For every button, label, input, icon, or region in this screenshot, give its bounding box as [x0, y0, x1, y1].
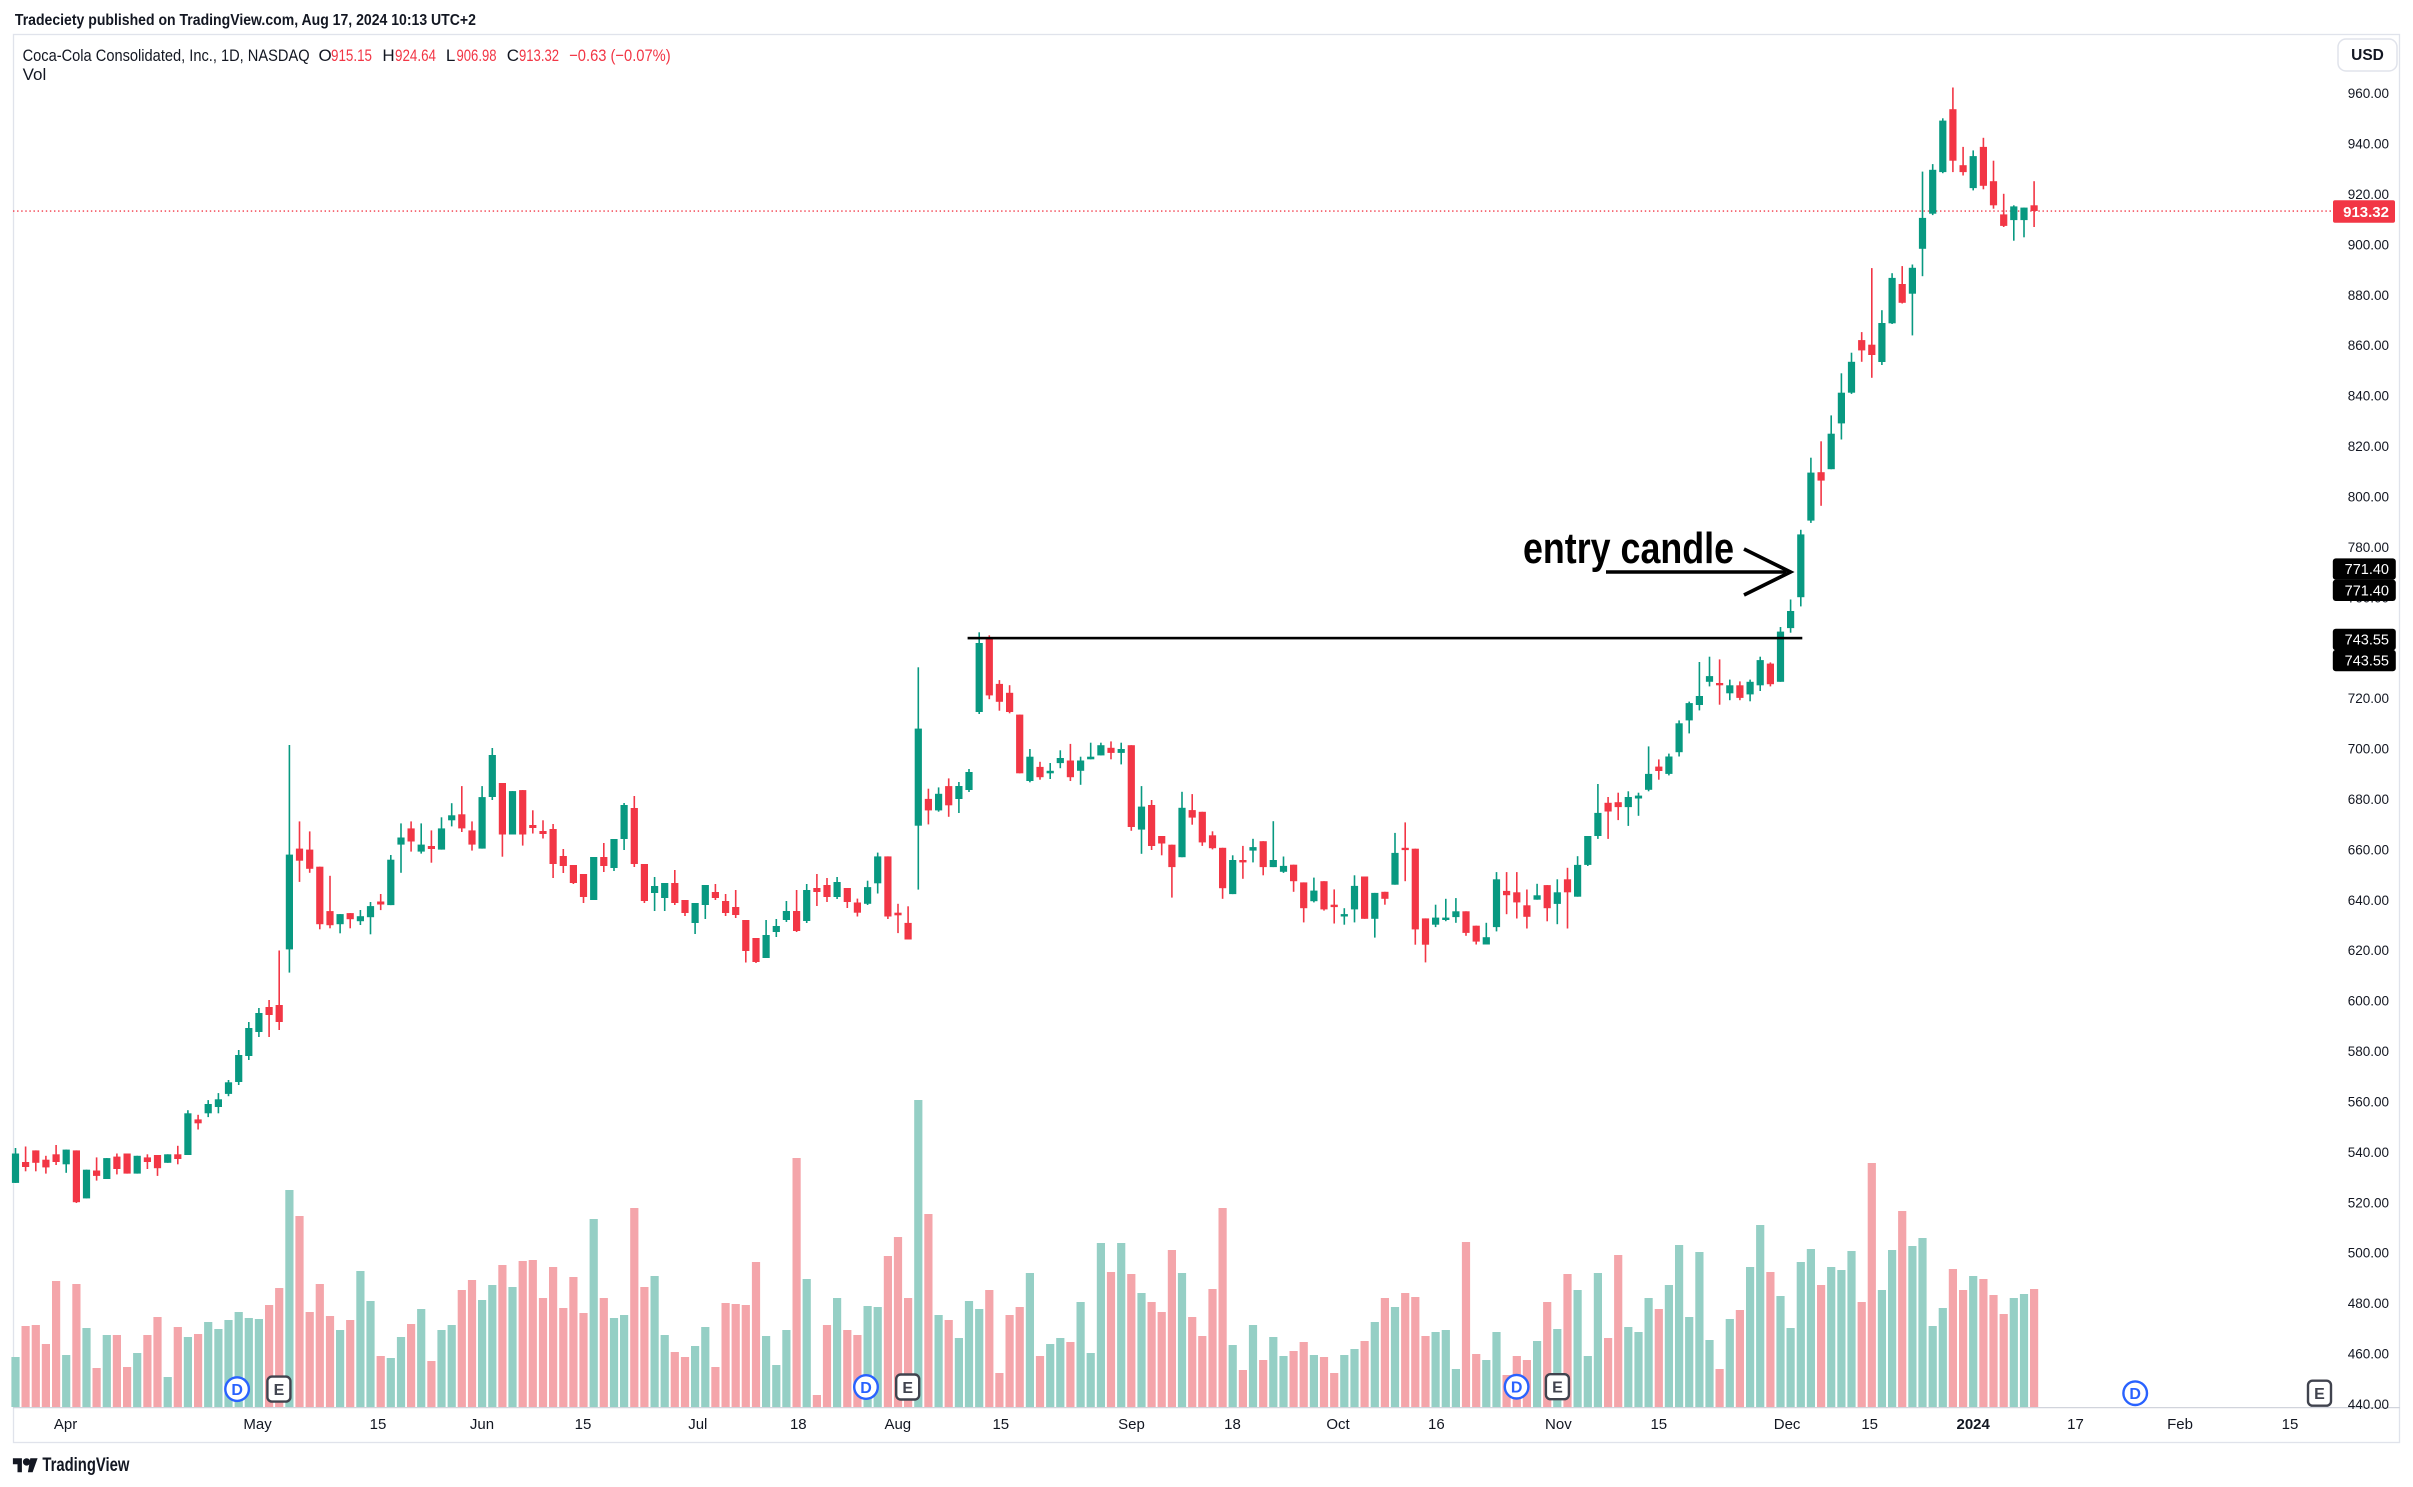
- svg-text:C: C: [507, 46, 519, 65]
- svg-text:Jun: Jun: [470, 1416, 494, 1433]
- svg-text:500.00: 500.00: [2348, 1246, 2389, 1261]
- svg-text:Vol: Vol: [23, 65, 47, 84]
- svg-text:15: 15: [575, 1416, 592, 1433]
- svg-text:913.32: 913.32: [2343, 204, 2389, 221]
- svg-text:2024: 2024: [1957, 1416, 1991, 1433]
- svg-text:915.15: 915.15: [331, 46, 372, 65]
- svg-text:880.00: 880.00: [2348, 288, 2389, 303]
- svg-text:May: May: [243, 1416, 272, 1433]
- svg-text:18: 18: [790, 1416, 807, 1433]
- svg-text:540.00: 540.00: [2348, 1145, 2389, 1160]
- svg-text:Jul: Jul: [688, 1416, 707, 1433]
- svg-text:Aug: Aug: [884, 1416, 911, 1433]
- svg-text:800.00: 800.00: [2348, 489, 2389, 504]
- svg-text:15: 15: [992, 1416, 1009, 1433]
- svg-text:680.00: 680.00: [2348, 792, 2389, 807]
- svg-text:840.00: 840.00: [2348, 389, 2389, 404]
- svg-text:L: L: [446, 46, 455, 65]
- svg-text:USD: USD: [2351, 47, 2384, 64]
- svg-text:15: 15: [2282, 1416, 2299, 1433]
- svg-text:743.55: 743.55: [2345, 633, 2389, 649]
- svg-text:Feb: Feb: [2167, 1416, 2193, 1433]
- svg-text:480.00: 480.00: [2348, 1296, 2389, 1311]
- svg-text:16: 16: [1428, 1416, 1445, 1433]
- svg-text:520.00: 520.00: [2348, 1195, 2389, 1210]
- svg-text:960.00: 960.00: [2348, 86, 2389, 101]
- svg-text:600.00: 600.00: [2348, 994, 2389, 1009]
- svg-text:700.00: 700.00: [2348, 742, 2389, 757]
- svg-text:H: H: [382, 46, 394, 65]
- svg-text:O: O: [319, 46, 332, 65]
- svg-text:entry candle: entry candle: [1523, 524, 1734, 573]
- svg-text:820.00: 820.00: [2348, 439, 2389, 454]
- svg-text:720.00: 720.00: [2348, 691, 2389, 706]
- svg-text:−0.63 (−0.07%): −0.63 (−0.07%): [569, 46, 671, 65]
- svg-text:640.00: 640.00: [2348, 893, 2389, 908]
- svg-text:D: D: [2129, 1386, 2141, 1403]
- svg-text:Tradeciety published on Tradin: Tradeciety published on TradingView.com,…: [15, 12, 476, 29]
- svg-text:660.00: 660.00: [2348, 842, 2389, 857]
- svg-text:771.40: 771.40: [2345, 583, 2389, 599]
- svg-text:924.64: 924.64: [395, 46, 436, 65]
- svg-text:913.32: 913.32: [519, 46, 559, 65]
- svg-text:17: 17: [2067, 1416, 2084, 1433]
- svg-text:440.00: 440.00: [2348, 1397, 2389, 1412]
- svg-text:E: E: [274, 1382, 285, 1399]
- svg-text:18: 18: [1224, 1416, 1241, 1433]
- svg-text:906.98: 906.98: [457, 46, 497, 65]
- svg-text:D: D: [231, 1382, 243, 1399]
- svg-text:TradingView: TradingView: [42, 1455, 129, 1476]
- svg-text:D: D: [860, 1380, 872, 1397]
- svg-text:860.00: 860.00: [2348, 338, 2389, 353]
- svg-text:E: E: [2314, 1386, 2325, 1403]
- svg-text:Coca-Cola Consolidated, Inc.,: Coca-Cola Consolidated, Inc., 1D, NASDAQ: [23, 46, 310, 65]
- svg-text:15: 15: [1861, 1416, 1878, 1433]
- svg-text:Dec: Dec: [1774, 1416, 1801, 1433]
- svg-text:Sep: Sep: [1118, 1416, 1145, 1433]
- svg-text:780.00: 780.00: [2348, 540, 2389, 555]
- svg-text:743.55: 743.55: [2345, 654, 2389, 670]
- svg-text:580.00: 580.00: [2348, 1044, 2389, 1059]
- svg-text:940.00: 940.00: [2348, 137, 2389, 152]
- svg-text:460.00: 460.00: [2348, 1347, 2389, 1362]
- svg-text:Nov: Nov: [1545, 1416, 1572, 1433]
- svg-text:900.00: 900.00: [2348, 237, 2389, 252]
- svg-text:Oct: Oct: [1326, 1416, 1350, 1433]
- svg-text:771.40: 771.40: [2345, 562, 2389, 578]
- svg-text:E: E: [1552, 1380, 1563, 1397]
- svg-text:Apr: Apr: [54, 1416, 77, 1433]
- svg-text:15: 15: [370, 1416, 387, 1433]
- svg-text:920.00: 920.00: [2348, 187, 2389, 202]
- svg-text:620.00: 620.00: [2348, 943, 2389, 958]
- svg-text:15: 15: [1650, 1416, 1667, 1433]
- svg-text:D: D: [1511, 1380, 1523, 1397]
- svg-text:560.00: 560.00: [2348, 1095, 2389, 1110]
- svg-text:E: E: [902, 1380, 913, 1397]
